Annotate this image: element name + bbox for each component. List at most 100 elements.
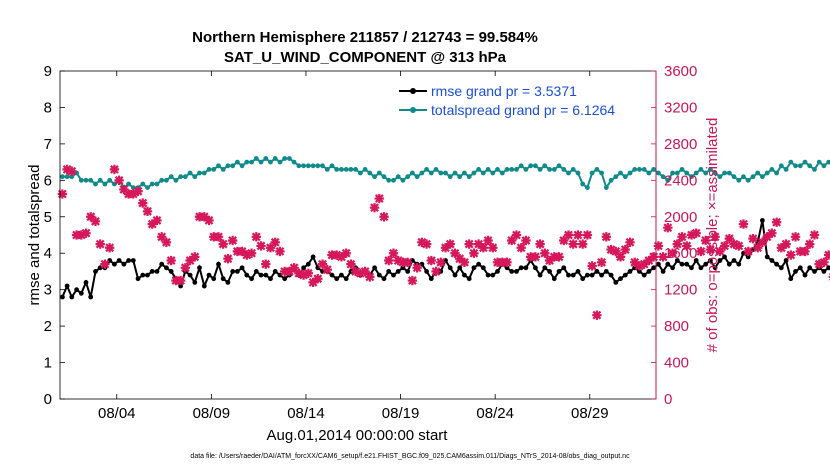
- obs-point: [180, 263, 191, 273]
- totalspread-point: [381, 174, 387, 180]
- totalspread-point: [608, 177, 614, 183]
- totalspread-point: [637, 167, 642, 172]
- rmse-point: [159, 261, 165, 267]
- totalspread-point: [211, 167, 217, 172]
- totalspread-point: [315, 163, 321, 169]
- totalspread-point: [462, 170, 467, 176]
- obs-point: [237, 246, 247, 257]
- obs-point: [369, 202, 380, 213]
- totalspread-point: [358, 170, 363, 176]
- obs-point: [469, 248, 479, 258]
- obs-point: [719, 241, 730, 251]
- obs-point: [313, 274, 323, 284]
- rmse-point: [679, 261, 685, 267]
- rmse-point: [656, 261, 661, 267]
- rmse-point: [372, 265, 377, 271]
- left-y-tick-label: 4: [44, 245, 52, 262]
- rmse-point: [485, 272, 491, 278]
- totalspread-point: [556, 163, 562, 169]
- totalspread-point: [339, 167, 344, 172]
- obs-point: [611, 246, 621, 257]
- legend-rmse-label: rmse grand pr = 3.5371: [431, 83, 577, 99]
- obs-point: [67, 166, 77, 176]
- totalspread-point: [665, 177, 671, 183]
- rmse-point: [391, 272, 396, 278]
- rmse-point: [258, 272, 264, 278]
- obs-point: [227, 235, 238, 246]
- totalspread-point: [750, 174, 756, 180]
- obs-point: [738, 219, 749, 229]
- totalspread-point: [797, 163, 803, 169]
- rmse-point: [778, 265, 784, 271]
- totalspread-point: [708, 167, 713, 172]
- obs-point: [682, 241, 692, 251]
- rmse-point: [547, 269, 552, 274]
- totalspread-point: [197, 170, 202, 176]
- obs-point: [417, 237, 427, 247]
- obs-point: [303, 268, 314, 278]
- totalspread-point: [490, 170, 496, 176]
- totalspread-point: [277, 159, 283, 165]
- totalspread-point: [362, 167, 368, 172]
- totalspread-point: [64, 174, 70, 180]
- rmse-point: [726, 261, 732, 267]
- obs-point: [346, 259, 356, 269]
- rmse-point: [504, 265, 510, 271]
- totalspread-point: [192, 174, 198, 180]
- obs-point: [497, 257, 507, 268]
- obs-point: [114, 175, 124, 186]
- rmse-point: [745, 254, 751, 260]
- totalspread-point: [599, 170, 604, 176]
- legend-rmse-marker: [410, 88, 416, 94]
- obs-point: [762, 232, 772, 242]
- rmse-point: [268, 276, 273, 282]
- obs-point: [823, 250, 830, 260]
- rmse-point: [495, 269, 500, 274]
- totalspread-point: [239, 163, 245, 169]
- rmse-point: [178, 283, 184, 289]
- obs-point: [251, 232, 261, 242]
- totalspread-point: [802, 159, 808, 165]
- totalspread-point: [812, 167, 817, 172]
- totalspread-point: [518, 163, 524, 169]
- totalspread-point: [182, 174, 188, 180]
- obs-point: [76, 230, 86, 240]
- totalspread-point: [485, 167, 491, 172]
- obs-point: [161, 237, 172, 247]
- rmse-point: [339, 272, 344, 278]
- totalspread-point: [168, 174, 174, 180]
- rmse-point: [665, 261, 671, 267]
- totalspread-point: [570, 167, 576, 172]
- obs-point: [455, 254, 465, 264]
- obs-point: [142, 206, 153, 216]
- left-y-axis-ticks: 0 1 2 3 4 5 6 7 8 9: [44, 63, 65, 408]
- totalspread-point: [561, 167, 567, 172]
- totalspread-point: [400, 177, 406, 183]
- totalspread-point: [291, 159, 297, 165]
- left-y-tick-label: 8: [44, 99, 52, 116]
- obs-point: [436, 257, 446, 268]
- obs-point: [265, 243, 276, 253]
- rmse-point: [622, 272, 628, 278]
- rmse-point: [674, 258, 680, 263]
- obs-point: [298, 270, 309, 280]
- rmse-point: [509, 269, 515, 274]
- obs-point: [795, 246, 805, 257]
- obs-point: [194, 212, 205, 222]
- totalspread-point: [253, 156, 259, 161]
- totalspread-point: [424, 167, 429, 172]
- rmse-point: [272, 269, 278, 274]
- totalspread-point: [405, 174, 411, 180]
- totalspread-point: [329, 163, 335, 169]
- rmse-point: [480, 265, 486, 271]
- rmse-point: [282, 276, 288, 282]
- obs-point: [516, 243, 526, 253]
- obs-point: [431, 266, 441, 277]
- totalspread-point: [689, 174, 694, 180]
- rmse-point: [310, 254, 316, 260]
- right-y-tick-label: 2800: [664, 136, 697, 153]
- obs-point: [365, 272, 375, 282]
- obs-point: [753, 243, 763, 253]
- totalspread-point: [528, 163, 534, 169]
- rmse-point: [603, 269, 609, 274]
